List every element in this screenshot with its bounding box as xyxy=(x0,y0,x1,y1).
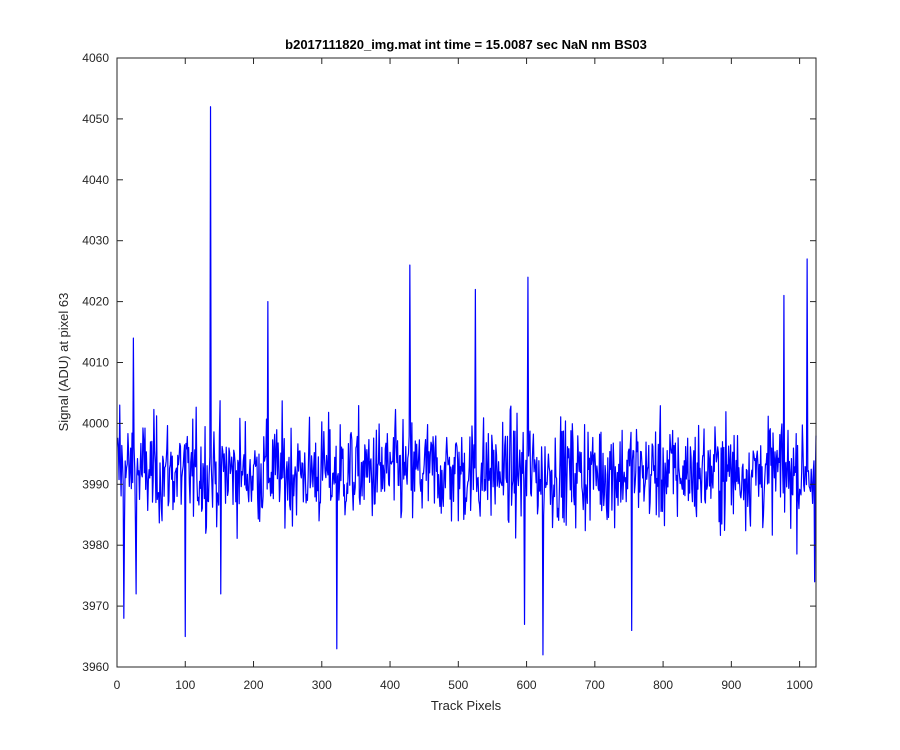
y-tick-label: 4040 xyxy=(82,173,109,187)
y-tick-label: 4030 xyxy=(82,234,109,248)
series-group xyxy=(117,106,817,656)
x-tick-label: 900 xyxy=(721,678,741,692)
y-axis: 3960 3970 3980 3990 4000 4010 4020 4030 4040 4050… xyxy=(82,51,816,674)
x-tick-label: 1000 xyxy=(786,678,813,692)
y-tick-label: 3960 xyxy=(82,660,109,674)
chart-title: b2017111820_img.mat int time = 15.0087 s… xyxy=(285,37,647,52)
y-tick-label: 3990 xyxy=(82,477,109,491)
y-tick-label: 4060 xyxy=(82,51,109,65)
x-axis-label: Track Pixels xyxy=(431,698,502,713)
x-tick-label: 500 xyxy=(448,678,468,692)
y-tick-label: 3970 xyxy=(82,599,109,613)
x-tick-label: 100 xyxy=(175,678,195,692)
x-tick-label: 200 xyxy=(244,678,264,692)
x-tick-label: 700 xyxy=(585,678,605,692)
x-tick-label: 800 xyxy=(653,678,673,692)
y-tick-label: 4000 xyxy=(82,416,109,430)
y-tick-label: 3980 xyxy=(82,538,109,552)
y-tick-label: 4050 xyxy=(82,112,109,126)
y-tick-label: 4010 xyxy=(82,356,109,370)
y-tick-label: 4020 xyxy=(82,295,109,309)
x-tick-label: 300 xyxy=(312,678,332,692)
x-tick-label: 600 xyxy=(517,678,537,692)
x-tick-label: 400 xyxy=(380,678,400,692)
series-line xyxy=(117,106,817,656)
y-axis-label: Signal (ADU) at pixel 63 xyxy=(56,293,71,432)
x-tick-label: 0 xyxy=(114,678,121,692)
x-axis: 0 100 200 300 400 500 600 700 800 900 1000 xyxy=(114,58,813,692)
